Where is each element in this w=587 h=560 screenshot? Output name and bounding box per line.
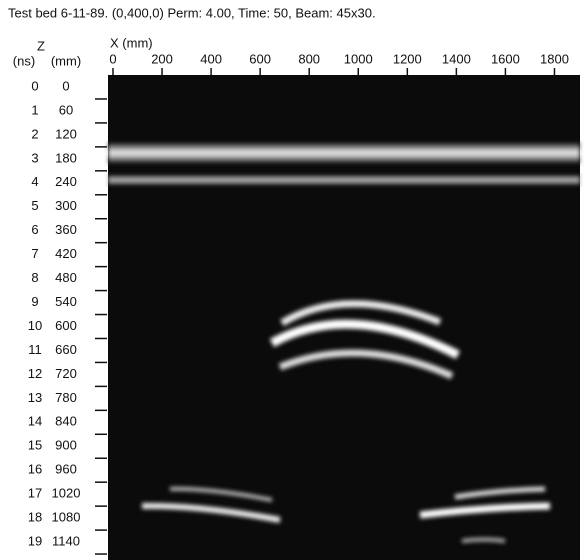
y-time-tick-label: 0: [31, 78, 38, 93]
x-tick-label: 1200: [393, 51, 422, 66]
y-tick-label: 480: [55, 270, 77, 285]
y-tick-label: 1140: [52, 533, 80, 548]
y-depth-unit: (mm): [51, 53, 81, 68]
y-tick-label: 600: [55, 318, 77, 333]
y-tick-label: 360: [55, 222, 77, 237]
reflection-arc: [462, 540, 505, 542]
y-tick-label: 1020: [52, 486, 81, 501]
y-tick-label: 720: [55, 366, 77, 381]
chart: Test bed 6-11-89. (0,400,0) Perm: 4.00, …: [0, 0, 587, 560]
y-axis-label: Z: [37, 38, 45, 53]
y-tick-label: 300: [55, 198, 77, 213]
y-tick-label: 900: [55, 438, 77, 453]
y-tick-label: 540: [55, 294, 77, 309]
x-tick-label: 0: [109, 51, 116, 66]
y-time-tick-label: 1: [31, 102, 38, 117]
y-time-tick-label: 7: [31, 246, 38, 261]
y-tick-label: 1080: [52, 510, 81, 525]
x-tick-label: 1000: [344, 51, 373, 66]
y-tick-label: 780: [55, 390, 77, 405]
x-tick-label: 1400: [442, 51, 471, 66]
y-time-tick-label: 6: [31, 222, 38, 237]
y-time-tick-label: 8: [31, 270, 38, 285]
x-tick-label: 600: [249, 51, 271, 66]
x-axis-label: X (mm): [110, 35, 153, 50]
y-tick-label: 0: [62, 78, 69, 93]
y-time-unit: (ns): [13, 53, 35, 68]
reflection-band: [108, 143, 580, 163]
y-time-tick-label: 18: [28, 510, 42, 525]
y-time-tick-label: 13: [28, 390, 42, 405]
y-time-tick-label: 15: [28, 438, 42, 453]
y-tick-label: 180: [55, 150, 77, 165]
y-tick-label: 960: [55, 462, 77, 477]
y-time-tick-label: 3: [31, 150, 38, 165]
y-time-tick-label: 19: [28, 533, 42, 548]
y-time-tick-label: 2: [31, 126, 38, 141]
chart-title: Test bed 6-11-89. (0,400,0) Perm: 4.00, …: [8, 5, 376, 20]
x-tick-label: 200: [151, 51, 173, 66]
y-time-tick-label: 10: [28, 318, 42, 333]
y-tick-label: 840: [55, 414, 77, 429]
radargram: [108, 75, 580, 560]
y-time-tick-label: 9: [31, 294, 38, 309]
x-tick-label: 1600: [491, 51, 520, 66]
y-time-tick-label: 17: [28, 486, 42, 501]
x-tick-label: 400: [200, 51, 222, 66]
x-tick-label: 800: [298, 51, 320, 66]
x-tick-label: 1800: [540, 51, 569, 66]
y-time-tick-label: 5: [31, 198, 38, 213]
y-time-tick-label: 14: [28, 414, 42, 429]
y-tick-label: 240: [55, 174, 77, 189]
y-tick-label: 60: [59, 102, 73, 117]
y-time-tick-label: 4: [31, 174, 38, 189]
page: {"chart_data": {"type": "image", "title"…: [0, 0, 587, 560]
y-tick-label: 660: [55, 342, 77, 357]
y-time-tick-label: 12: [28, 366, 42, 381]
y-time-tick-label: 11: [28, 342, 42, 357]
y-tick-label: 420: [55, 246, 77, 261]
y-time-tick-label: 16: [28, 462, 42, 477]
reflection-band: [108, 175, 580, 185]
y-tick-label: 120: [55, 126, 77, 141]
